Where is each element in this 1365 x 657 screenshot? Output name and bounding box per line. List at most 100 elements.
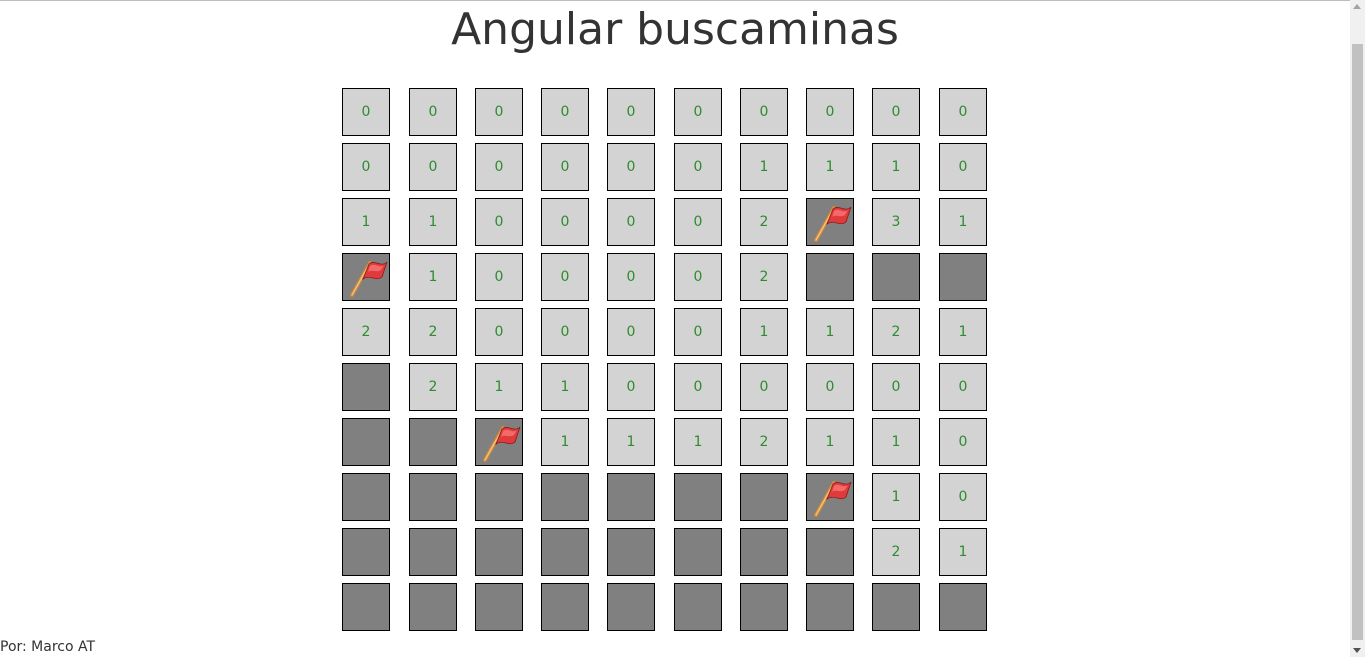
scroll-up-icon[interactable] bbox=[1353, 4, 1361, 9]
cell-revealed[interactable]: 0 bbox=[541, 308, 589, 356]
cell-revealed[interactable]: 1 bbox=[872, 473, 920, 521]
cell-hidden[interactable] bbox=[475, 583, 523, 631]
cell-revealed[interactable]: 0 bbox=[607, 198, 655, 246]
cell-hidden[interactable] bbox=[740, 473, 788, 521]
cell-revealed[interactable]: 0 bbox=[541, 253, 589, 301]
cell-hidden[interactable] bbox=[409, 528, 457, 576]
cell-revealed[interactable]: 0 bbox=[475, 88, 523, 136]
cell-revealed[interactable]: 0 bbox=[342, 143, 390, 191]
cell-revealed[interactable]: 0 bbox=[939, 143, 987, 191]
cell-revealed[interactable]: 2 bbox=[409, 308, 457, 356]
cell-hidden[interactable] bbox=[872, 583, 920, 631]
cell-hidden[interactable] bbox=[541, 528, 589, 576]
cell-revealed[interactable]: 0 bbox=[740, 363, 788, 411]
cell-hidden[interactable] bbox=[409, 418, 457, 466]
cell-hidden[interactable] bbox=[607, 473, 655, 521]
cell-hidden[interactable] bbox=[475, 528, 523, 576]
scroll-thumb[interactable] bbox=[1352, 44, 1363, 640]
cell-revealed[interactable]: 0 bbox=[409, 143, 457, 191]
cell-hidden[interactable] bbox=[939, 583, 987, 631]
cell-revealed[interactable]: 1 bbox=[740, 308, 788, 356]
cell-revealed[interactable]: 1 bbox=[872, 143, 920, 191]
cell-revealed[interactable]: 0 bbox=[674, 308, 722, 356]
cell-hidden[interactable] bbox=[541, 583, 589, 631]
cell-revealed[interactable]: 1 bbox=[806, 143, 854, 191]
vertical-scrollbar[interactable] bbox=[1350, 0, 1365, 657]
cell-revealed[interactable]: 2 bbox=[872, 528, 920, 576]
cell-revealed[interactable]: 0 bbox=[674, 363, 722, 411]
cell-revealed[interactable]: 0 bbox=[872, 363, 920, 411]
cell-revealed[interactable]: 1 bbox=[409, 198, 457, 246]
cell-revealed[interactable]: 0 bbox=[939, 88, 987, 136]
cell-revealed[interactable]: 0 bbox=[740, 88, 788, 136]
cell-hidden[interactable] bbox=[674, 583, 722, 631]
cell-hidden[interactable] bbox=[872, 253, 920, 301]
cell-revealed[interactable]: 0 bbox=[806, 363, 854, 411]
cell-flagged[interactable] bbox=[475, 418, 523, 466]
cell-revealed[interactable]: 0 bbox=[541, 143, 589, 191]
cell-revealed[interactable]: 1 bbox=[939, 528, 987, 576]
cell-revealed[interactable]: 1 bbox=[806, 418, 854, 466]
cell-hidden[interactable] bbox=[806, 583, 854, 631]
cell-revealed[interactable]: 2 bbox=[740, 198, 788, 246]
cell-revealed[interactable]: 1 bbox=[541, 418, 589, 466]
cell-flagged[interactable] bbox=[806, 198, 854, 246]
cell-revealed[interactable]: 0 bbox=[607, 308, 655, 356]
cell-hidden[interactable] bbox=[342, 528, 390, 576]
cell-revealed[interactable]: 1 bbox=[939, 308, 987, 356]
cell-revealed[interactable]: 1 bbox=[342, 198, 390, 246]
cell-revealed[interactable]: 0 bbox=[541, 88, 589, 136]
cell-hidden[interactable] bbox=[409, 583, 457, 631]
cell-hidden[interactable] bbox=[342, 583, 390, 631]
cell-revealed[interactable]: 1 bbox=[541, 363, 589, 411]
cell-revealed[interactable]: 0 bbox=[541, 198, 589, 246]
cell-revealed[interactable]: 0 bbox=[475, 308, 523, 356]
cell-revealed[interactable]: 2 bbox=[342, 308, 390, 356]
cell-revealed[interactable]: 0 bbox=[475, 198, 523, 246]
cell-hidden[interactable] bbox=[806, 528, 854, 576]
cell-hidden[interactable] bbox=[342, 418, 390, 466]
cell-revealed[interactable]: 1 bbox=[409, 253, 457, 301]
cell-hidden[interactable] bbox=[342, 473, 390, 521]
cell-revealed[interactable]: 2 bbox=[872, 308, 920, 356]
cell-revealed[interactable]: 1 bbox=[740, 143, 788, 191]
cell-revealed[interactable]: 0 bbox=[409, 88, 457, 136]
cell-revealed[interactable]: 1 bbox=[872, 418, 920, 466]
cell-hidden[interactable] bbox=[674, 473, 722, 521]
cell-hidden[interactable] bbox=[541, 473, 589, 521]
cell-revealed[interactable]: 0 bbox=[607, 253, 655, 301]
cell-hidden[interactable] bbox=[939, 253, 987, 301]
cell-revealed[interactable]: 0 bbox=[806, 88, 854, 136]
cell-revealed[interactable]: 1 bbox=[674, 418, 722, 466]
cell-hidden[interactable] bbox=[475, 473, 523, 521]
cell-revealed[interactable]: 2 bbox=[409, 363, 457, 411]
cell-hidden[interactable] bbox=[740, 528, 788, 576]
cell-revealed[interactable]: 0 bbox=[939, 363, 987, 411]
cell-revealed[interactable]: 2 bbox=[740, 253, 788, 301]
cell-hidden[interactable] bbox=[342, 363, 390, 411]
cell-revealed[interactable]: 1 bbox=[607, 418, 655, 466]
cell-hidden[interactable] bbox=[674, 528, 722, 576]
cell-revealed[interactable]: 1 bbox=[475, 363, 523, 411]
cell-hidden[interactable] bbox=[806, 253, 854, 301]
cell-revealed[interactable]: 0 bbox=[607, 363, 655, 411]
cell-revealed[interactable]: 0 bbox=[607, 88, 655, 136]
cell-flagged[interactable] bbox=[342, 253, 390, 301]
cell-revealed[interactable]: 0 bbox=[939, 473, 987, 521]
cell-revealed[interactable]: 1 bbox=[939, 198, 987, 246]
cell-hidden[interactable] bbox=[740, 583, 788, 631]
cell-revealed[interactable]: 0 bbox=[674, 198, 722, 246]
cell-revealed[interactable]: 0 bbox=[342, 88, 390, 136]
cell-hidden[interactable] bbox=[607, 528, 655, 576]
cell-revealed[interactable]: 0 bbox=[674, 143, 722, 191]
cell-flagged[interactable] bbox=[806, 473, 854, 521]
scroll-down-icon[interactable] bbox=[1353, 648, 1361, 653]
cell-revealed[interactable]: 0 bbox=[475, 143, 523, 191]
cell-revealed[interactable]: 2 bbox=[740, 418, 788, 466]
cell-revealed[interactable]: 0 bbox=[607, 143, 655, 191]
cell-revealed[interactable]: 3 bbox=[872, 198, 920, 246]
cell-hidden[interactable] bbox=[409, 473, 457, 521]
cell-revealed[interactable]: 1 bbox=[806, 308, 854, 356]
cell-revealed[interactable]: 0 bbox=[872, 88, 920, 136]
cell-hidden[interactable] bbox=[607, 583, 655, 631]
